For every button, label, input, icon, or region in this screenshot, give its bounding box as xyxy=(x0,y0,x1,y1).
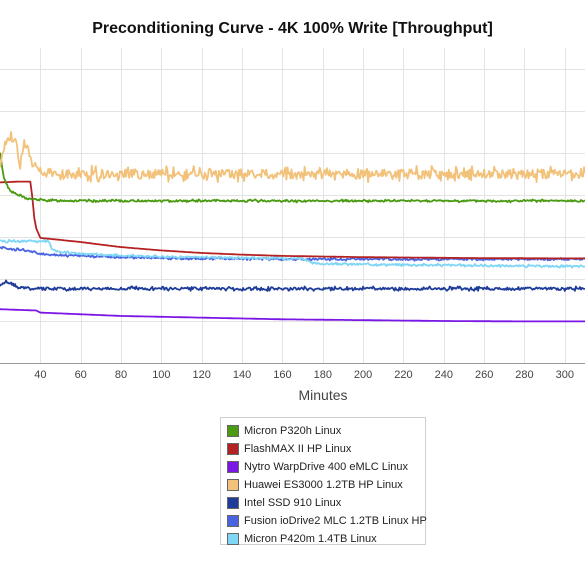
x-tick-label: 260 xyxy=(475,369,493,381)
x-tick-label: 180 xyxy=(314,369,332,381)
legend-item[interactable]: Huawei ES3000 1.2TB HP Linux xyxy=(227,476,419,494)
x-tick-label: 140 xyxy=(233,369,251,381)
legend-label: Micron P320h Linux xyxy=(244,425,342,437)
legend-swatch xyxy=(227,515,239,527)
x-tick-label: 300 xyxy=(556,369,574,381)
legend-swatch xyxy=(227,479,239,491)
chart-grid xyxy=(0,48,585,364)
legend-swatch xyxy=(227,461,239,473)
chart-lines xyxy=(0,131,585,323)
chart-legend: Micron P320h Linux FlashMAX II HP Linux Ny… xyxy=(220,417,427,548)
legend-label: Micron P420m 1.4TB Linux xyxy=(244,533,377,545)
x-tick-label: 120 xyxy=(193,369,211,381)
legend-item[interactable]: Intel SSD 910 Linux xyxy=(227,494,419,512)
legend-item[interactable]: Micron P420m 1.4TB Linux xyxy=(227,530,419,548)
series-line-3 xyxy=(0,131,585,184)
legend-label: Nytro WarpDrive 400 eMLC Linux xyxy=(244,461,409,473)
legend-swatch xyxy=(227,533,239,545)
x-tick-label: 40 xyxy=(34,369,46,381)
series-line-6 xyxy=(0,238,585,269)
series-line-0 xyxy=(0,152,585,204)
x-tick-label: 60 xyxy=(75,369,87,381)
series-line-1 xyxy=(0,180,585,260)
chart-title: Preconditioning Curve - 4K 100% Write [T… xyxy=(92,20,493,37)
legend-label: FlashMAX II HP Linux xyxy=(244,443,352,455)
x-tick-label: 280 xyxy=(515,369,533,381)
series-line-2 xyxy=(0,308,585,323)
x-tick-label: 200 xyxy=(354,369,372,381)
x-axis-ticks: 40 60 80 100 120 140 160 180 200 220 240 260 280 300 xyxy=(34,369,574,381)
legend-item[interactable]: Micron P320h Linux xyxy=(227,422,419,440)
x-tick-label: 240 xyxy=(435,369,453,381)
x-tick-label: 100 xyxy=(152,369,170,381)
legend-swatch xyxy=(227,425,239,437)
x-tick-label: 80 xyxy=(115,369,127,381)
legend-label: Fusion ioDrive2 MLC 1.2TB Linux HP xyxy=(244,515,427,527)
x-axis-label: Minutes xyxy=(298,387,347,403)
x-tick-label: 220 xyxy=(394,369,412,381)
legend-swatch xyxy=(227,497,239,509)
legend-label: Huawei ES3000 1.2TB HP Linux xyxy=(244,479,403,491)
legend-label: Intel SSD 910 Linux xyxy=(244,497,342,509)
legend-swatch xyxy=(227,443,239,455)
x-tick-label: 160 xyxy=(273,369,291,381)
legend-item[interactable]: Fusion ioDrive2 MLC 1.2TB Linux HP xyxy=(227,512,427,530)
series-line-4 xyxy=(0,279,585,292)
legend-item[interactable]: FlashMAX II HP Linux xyxy=(227,440,419,458)
legend-item[interactable]: Nytro WarpDrive 400 eMLC Linux xyxy=(227,458,419,476)
